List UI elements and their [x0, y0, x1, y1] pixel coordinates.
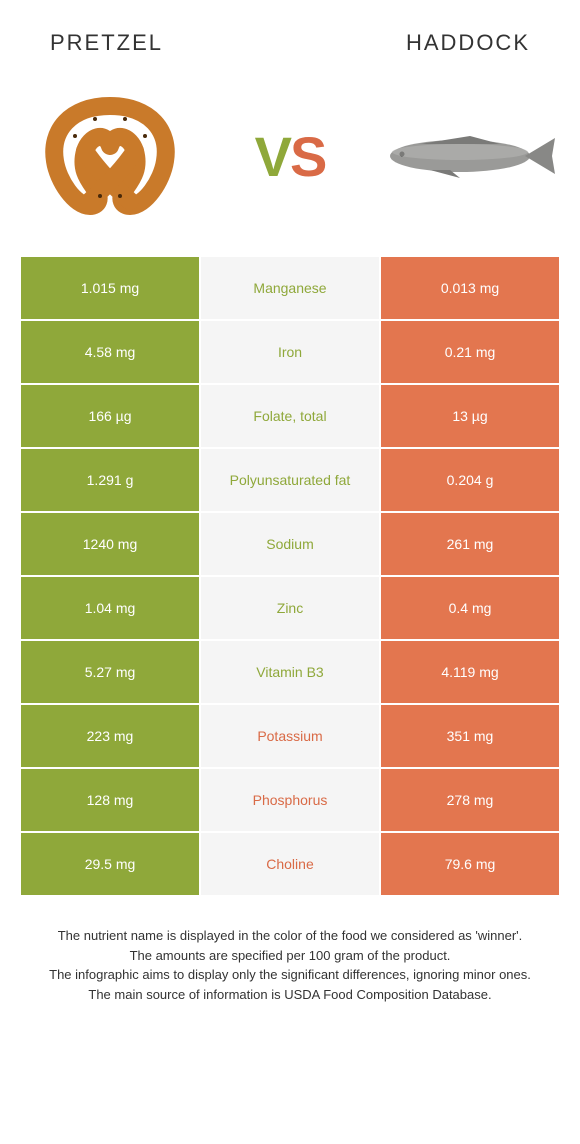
- nutrient-name: Zinc: [200, 576, 380, 640]
- left-food-title: Pretzel: [50, 30, 163, 56]
- right-value: 79.6 mg: [380, 832, 560, 896]
- footer-line: The main source of information is USDA F…: [30, 985, 550, 1005]
- fish-icon: [380, 126, 560, 186]
- left-value: 128 mg: [20, 768, 200, 832]
- table-row: 1240 mgSodium261 mg: [20, 512, 560, 576]
- nutrient-name: Sodium: [200, 512, 380, 576]
- table-row: 1.291 gPolyunsaturated fat0.204 g: [20, 448, 560, 512]
- vs-label: VS: [255, 124, 326, 189]
- vs-v: V: [255, 125, 290, 188]
- right-value: 0.21 mg: [380, 320, 560, 384]
- table-row: 4.58 mgIron0.21 mg: [20, 320, 560, 384]
- nutrient-name: Choline: [200, 832, 380, 896]
- left-value: 29.5 mg: [20, 832, 200, 896]
- right-value: 278 mg: [380, 768, 560, 832]
- table-row: 128 mgPhosphorus278 mg: [20, 768, 560, 832]
- footer-notes: The nutrient name is displayed in the co…: [20, 896, 560, 1014]
- nutrient-name: Manganese: [200, 256, 380, 320]
- table-row: 223 mgPotassium351 mg: [20, 704, 560, 768]
- right-value: 351 mg: [380, 704, 560, 768]
- nutrient-name: Potassium: [200, 704, 380, 768]
- left-value: 4.58 mg: [20, 320, 200, 384]
- nutrient-name: Vitamin B3: [200, 640, 380, 704]
- nutrient-name: Folate, total: [200, 384, 380, 448]
- header: Pretzel Haddock: [20, 20, 560, 76]
- haddock-image: [380, 86, 560, 226]
- left-value: 223 mg: [20, 704, 200, 768]
- images-row: VS: [20, 76, 560, 256]
- table-row: 5.27 mgVitamin B34.119 mg: [20, 640, 560, 704]
- footer-line: The nutrient name is displayed in the co…: [30, 926, 550, 946]
- right-food-title: Haddock: [406, 30, 530, 56]
- left-value: 1240 mg: [20, 512, 200, 576]
- table-row: 166 µgFolate, total13 µg: [20, 384, 560, 448]
- right-value: 4.119 mg: [380, 640, 560, 704]
- left-value: 5.27 mg: [20, 640, 200, 704]
- right-value: 261 mg: [380, 512, 560, 576]
- left-value: 166 µg: [20, 384, 200, 448]
- right-value: 0.204 g: [380, 448, 560, 512]
- table-row: 1.015 mgManganese0.013 mg: [20, 256, 560, 320]
- left-value: 1.291 g: [20, 448, 200, 512]
- footer-line: The infographic aims to display only the…: [30, 965, 550, 985]
- infographic-container: Pretzel Haddock VS: [0, 0, 580, 1034]
- left-value: 1.015 mg: [20, 256, 200, 320]
- right-value: 0.013 mg: [380, 256, 560, 320]
- table-row: 1.04 mgZinc0.4 mg: [20, 576, 560, 640]
- right-value: 13 µg: [380, 384, 560, 448]
- footer-line: The amounts are specified per 100 gram o…: [30, 946, 550, 966]
- right-value: 0.4 mg: [380, 576, 560, 640]
- pretzel-image: [20, 86, 200, 226]
- nutrient-name: Iron: [200, 320, 380, 384]
- pretzel-icon: [40, 91, 180, 221]
- table-row: 29.5 mgCholine79.6 mg: [20, 832, 560, 896]
- vs-s: S: [290, 125, 325, 188]
- nutrient-table: 1.015 mgManganese0.013 mg4.58 mgIron0.21…: [20, 256, 560, 896]
- nutrient-name: Polyunsaturated fat: [200, 448, 380, 512]
- left-value: 1.04 mg: [20, 576, 200, 640]
- nutrient-name: Phosphorus: [200, 768, 380, 832]
